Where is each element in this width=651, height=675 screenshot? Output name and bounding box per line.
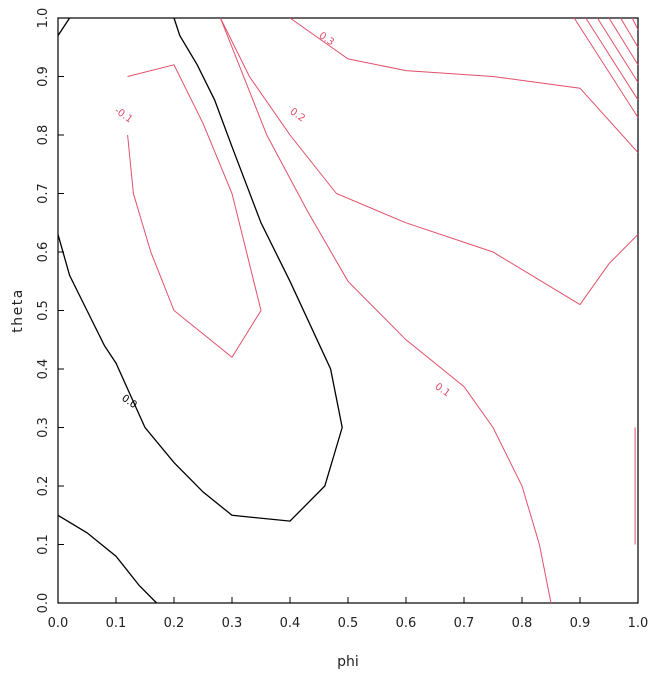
y-tick-label: 0.1	[36, 534, 51, 555]
x-tick-label: 0.7	[454, 616, 475, 631]
contour-line	[631, 17, 639, 30]
contour-line	[127, 64, 262, 359]
y-tick-label: 0.6	[36, 242, 51, 263]
x-tick-label: 0.9	[570, 616, 591, 631]
x-axis-label: phi	[337, 654, 359, 670]
plot-frame	[57, 17, 639, 604]
contour-line	[596, 17, 639, 83]
x-tick-label: 0.4	[280, 616, 301, 631]
contour-line	[620, 17, 639, 48]
contour-line	[289, 17, 639, 153]
y-axis-label: theta	[10, 288, 26, 333]
contour-line	[608, 17, 639, 66]
x-tick-label: 0.6	[396, 616, 417, 631]
contour-line	[57, 17, 343, 522]
x-axis-ticks: 0.0 0.1 0.2 0.3 0.4 0.5 0.6 0.7 0.8 0.9 1.0	[48, 597, 649, 631]
y-tick-label: 0.8	[36, 125, 51, 146]
y-tick-label: 0.7	[36, 183, 51, 204]
x-tick-label: 0.5	[338, 616, 359, 631]
x-tick-label: 1.0	[628, 616, 649, 631]
contour-line	[57, 17, 71, 36]
contour-line	[573, 17, 639, 118]
contour-line	[219, 17, 639, 306]
y-tick-label: 0.5	[36, 300, 51, 321]
contour-line	[57, 514, 158, 604]
contour-lines	[57, 17, 639, 604]
y-tick-label: 0.0	[36, 593, 51, 614]
x-tick-label: 0.8	[512, 616, 533, 631]
x-tick-label: 0.1	[106, 616, 127, 631]
y-tick-label: 0.4	[36, 359, 51, 380]
x-tick-label: 0.2	[164, 616, 185, 631]
x-tick-label: 0.3	[222, 616, 243, 631]
y-tick-label: 0.9	[36, 66, 51, 87]
y-axis-ticks: 0.0 0.1 0.2 0.3 0.4 0.5 0.6 0.7 0.8 0.9 1.0	[36, 8, 64, 614]
x-tick-label: 0.0	[48, 616, 69, 631]
y-tick-label: 0.2	[36, 476, 51, 497]
contour-line	[219, 17, 552, 604]
y-tick-label: 1.0	[36, 8, 51, 29]
y-tick-label: 0.3	[36, 417, 51, 438]
contour-line	[585, 17, 639, 101]
